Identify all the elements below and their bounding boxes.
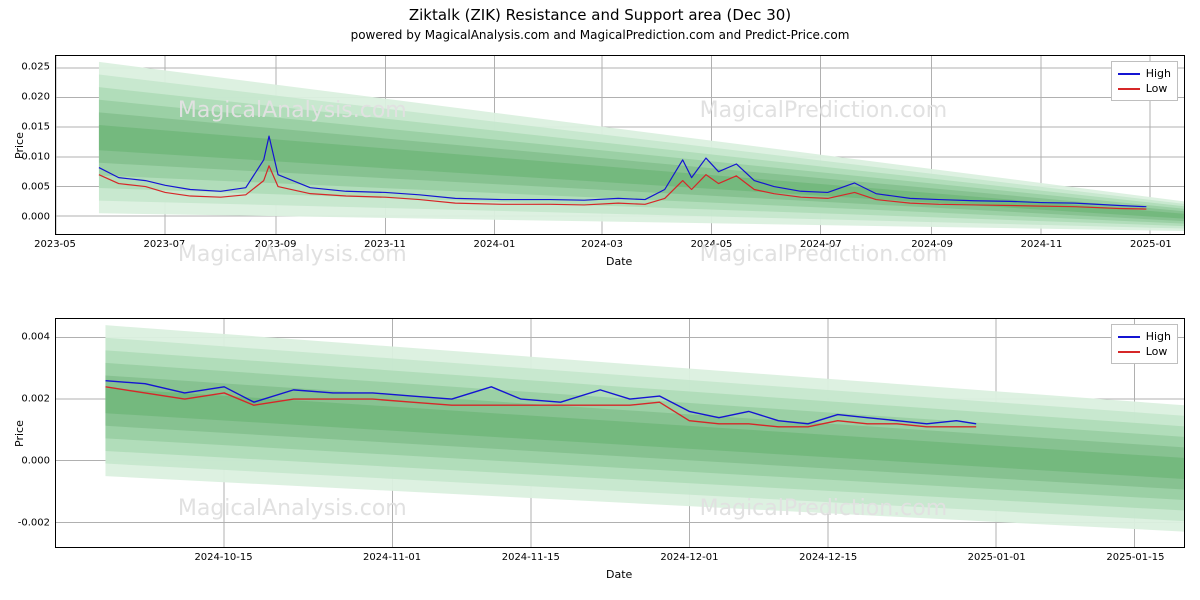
- y-tick: 0.004: [10, 331, 50, 342]
- y-tick: -0.002: [10, 518, 50, 529]
- legend-label: High: [1146, 66, 1171, 81]
- chart-panel-top: HighLow: [55, 55, 1185, 235]
- legend-item: Low: [1118, 81, 1171, 96]
- x-tick: 2024-11-01: [363, 552, 421, 563]
- y-tick: 0.015: [10, 122, 50, 133]
- y-tick: 0.020: [10, 92, 50, 103]
- chart-subtitle: powered by MagicalAnalysis.com and Magic…: [0, 28, 1200, 42]
- legend: HighLow: [1111, 61, 1178, 101]
- x-tick: 2024-11-15: [502, 552, 560, 563]
- x-tick: 2024-03: [581, 239, 623, 250]
- x-tick: 2025-01: [1130, 239, 1172, 250]
- legend-item: High: [1118, 66, 1171, 81]
- x-tick: 2024-07: [800, 239, 842, 250]
- x-tick: 2023-07: [144, 239, 186, 250]
- x-axis-label: Date: [606, 568, 632, 581]
- x-tick: 2024-09: [911, 239, 953, 250]
- x-tick: 2024-05: [691, 239, 733, 250]
- x-tick: 2025-01-01: [968, 552, 1026, 563]
- y-tick: 0.025: [10, 62, 50, 73]
- legend-item: Low: [1118, 344, 1171, 359]
- x-tick: 2023-09: [255, 239, 297, 250]
- x-tick: 2024-01: [474, 239, 516, 250]
- x-tick: 2024-12-15: [799, 552, 857, 563]
- chart-panel-bottom: HighLow: [55, 318, 1185, 548]
- x-tick: 2024-12-01: [660, 552, 718, 563]
- y-tick: 0.000: [10, 455, 50, 466]
- x-tick: 2024-10-15: [194, 552, 252, 563]
- y-tick: 0.000: [10, 212, 50, 223]
- y-tick: 0.005: [10, 182, 50, 193]
- x-tick: 2023-11: [364, 239, 406, 250]
- legend-item: High: [1118, 329, 1171, 344]
- legend-label: High: [1146, 329, 1171, 344]
- x-tick: 2023-05: [34, 239, 76, 250]
- y-tick: 0.010: [10, 152, 50, 163]
- legend-swatch: [1118, 88, 1140, 90]
- x-tick: 2024-11: [1021, 239, 1063, 250]
- legend: HighLow: [1111, 324, 1178, 364]
- legend-label: Low: [1146, 344, 1168, 359]
- legend-swatch: [1118, 336, 1140, 338]
- chart-title: Ziktalk (ZIK) Resistance and Support are…: [0, 6, 1200, 24]
- x-tick: 2025-01-15: [1106, 552, 1164, 563]
- y-tick: 0.002: [10, 393, 50, 404]
- figure: Ziktalk (ZIK) Resistance and Support are…: [0, 0, 1200, 600]
- legend-swatch: [1118, 73, 1140, 75]
- y-axis-label: Price: [13, 420, 26, 447]
- legend-label: Low: [1146, 81, 1168, 96]
- legend-swatch: [1118, 351, 1140, 353]
- x-axis-label: Date: [606, 255, 632, 268]
